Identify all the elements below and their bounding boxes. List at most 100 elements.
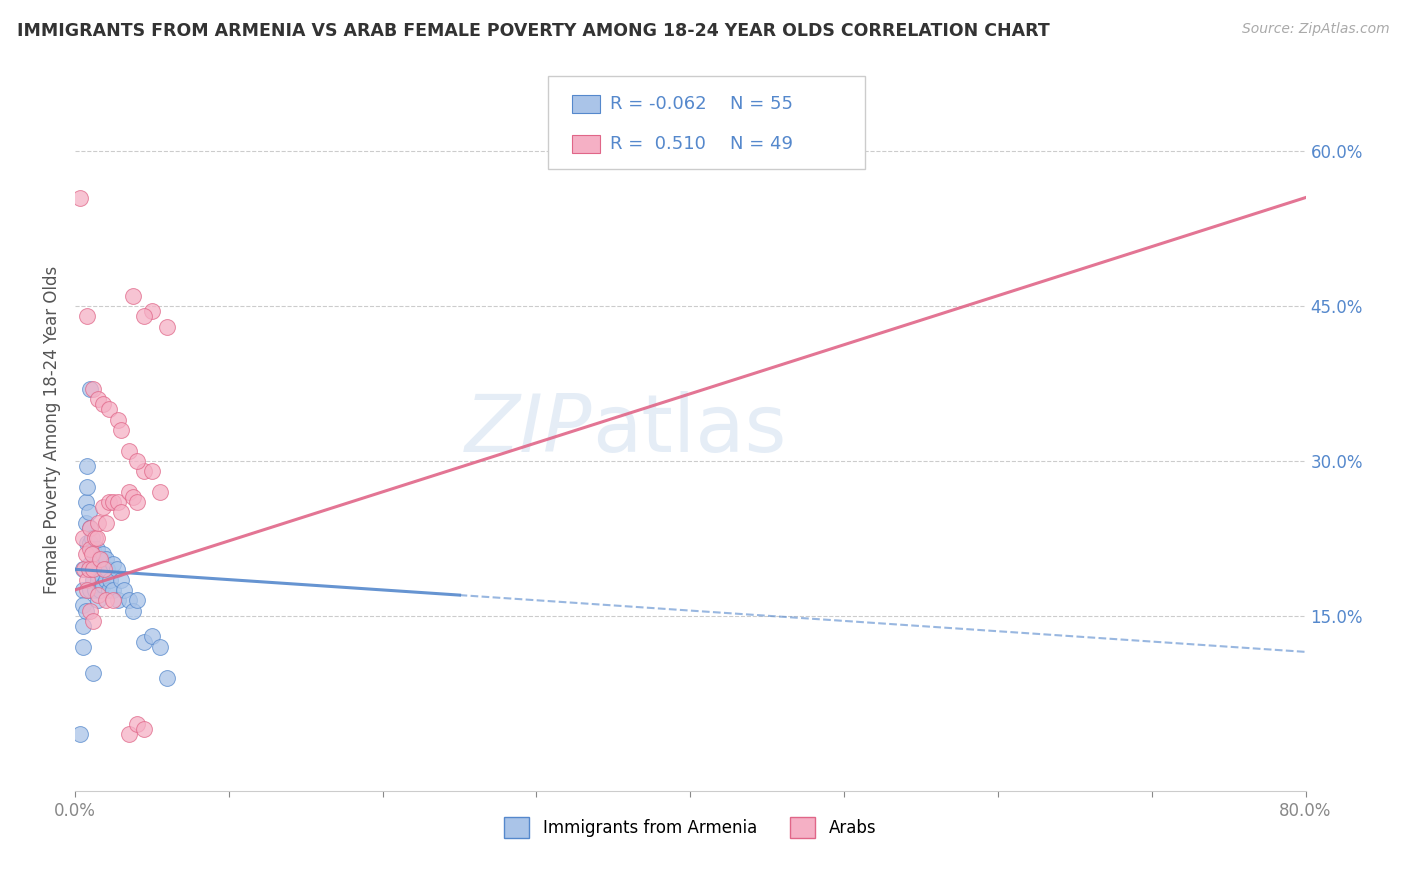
- Point: [156, 671, 179, 685]
- Point: [118, 727, 141, 741]
- Point: [112, 582, 135, 597]
- Point: [156, 319, 179, 334]
- Point: [80, 547, 103, 561]
- Point: [134, 634, 156, 648]
- Point: [79, 557, 101, 571]
- Point: [110, 573, 132, 587]
- Point: [76, 582, 98, 597]
- Point: [125, 454, 148, 468]
- Point: [69, 191, 91, 205]
- Point: [75, 495, 97, 509]
- Point: [122, 288, 145, 302]
- Text: R = -0.062: R = -0.062: [610, 95, 707, 113]
- Point: [134, 723, 156, 737]
- Point: [87, 588, 110, 602]
- Point: [79, 541, 101, 556]
- Point: [91, 397, 114, 411]
- Point: [84, 557, 107, 571]
- Point: [87, 516, 110, 530]
- Point: [79, 604, 101, 618]
- Point: [72, 619, 94, 633]
- Point: [69, 727, 91, 741]
- Point: [79, 536, 101, 550]
- Point: [97, 495, 120, 509]
- Point: [105, 562, 128, 576]
- Point: [94, 593, 117, 607]
- Point: [100, 573, 122, 587]
- Point: [86, 531, 108, 545]
- Point: [77, 562, 100, 576]
- Point: [89, 582, 111, 597]
- Point: [141, 629, 163, 643]
- Point: [134, 310, 156, 324]
- Point: [91, 500, 114, 515]
- Point: [73, 562, 96, 576]
- Point: [134, 464, 156, 478]
- Point: [75, 547, 97, 561]
- Text: ZIP: ZIP: [464, 391, 592, 469]
- Point: [94, 552, 117, 566]
- Point: [84, 582, 107, 597]
- Point: [96, 562, 118, 576]
- Point: [82, 665, 104, 680]
- Point: [79, 521, 101, 535]
- Text: N = 49: N = 49: [730, 135, 793, 153]
- Point: [76, 310, 98, 324]
- Point: [118, 443, 141, 458]
- Point: [107, 495, 129, 509]
- Point: [86, 541, 108, 556]
- Point: [72, 562, 94, 576]
- Point: [76, 573, 98, 587]
- Point: [80, 562, 103, 576]
- Point: [118, 484, 141, 499]
- Point: [103, 495, 125, 509]
- Point: [76, 536, 98, 550]
- Point: [72, 582, 94, 597]
- Point: [90, 552, 112, 566]
- Point: [141, 464, 163, 478]
- Point: [103, 582, 125, 597]
- Point: [103, 557, 125, 571]
- Point: [82, 541, 104, 556]
- Point: [107, 412, 129, 426]
- Text: Source: ZipAtlas.com: Source: ZipAtlas.com: [1241, 22, 1389, 37]
- Point: [110, 423, 132, 437]
- Point: [149, 640, 172, 654]
- Point: [84, 531, 107, 545]
- Point: [93, 562, 115, 576]
- Point: [87, 392, 110, 406]
- Point: [86, 567, 108, 582]
- Point: [72, 640, 94, 654]
- Text: N = 55: N = 55: [730, 95, 793, 113]
- Point: [141, 304, 163, 318]
- Point: [82, 614, 104, 628]
- Point: [149, 484, 172, 499]
- Point: [89, 552, 111, 566]
- Point: [118, 593, 141, 607]
- Point: [97, 402, 120, 417]
- Point: [94, 516, 117, 530]
- Text: atlas: atlas: [592, 391, 786, 469]
- Point: [125, 495, 148, 509]
- Point: [110, 506, 132, 520]
- Point: [87, 552, 110, 566]
- Point: [76, 480, 98, 494]
- Point: [75, 604, 97, 618]
- Point: [79, 582, 101, 597]
- Point: [76, 458, 98, 473]
- Point: [103, 593, 125, 607]
- Point: [91, 578, 114, 592]
- Point: [94, 573, 117, 587]
- Point: [82, 562, 104, 576]
- Point: [89, 552, 111, 566]
- Point: [79, 382, 101, 396]
- Point: [72, 599, 94, 613]
- Point: [122, 490, 145, 504]
- Text: R =  0.510: R = 0.510: [610, 135, 706, 153]
- Point: [87, 593, 110, 607]
- Legend: Immigrants from Armenia, Arabs: Immigrants from Armenia, Arabs: [498, 811, 883, 845]
- Point: [82, 573, 104, 587]
- Point: [97, 582, 120, 597]
- Point: [125, 593, 148, 607]
- Point: [125, 717, 148, 731]
